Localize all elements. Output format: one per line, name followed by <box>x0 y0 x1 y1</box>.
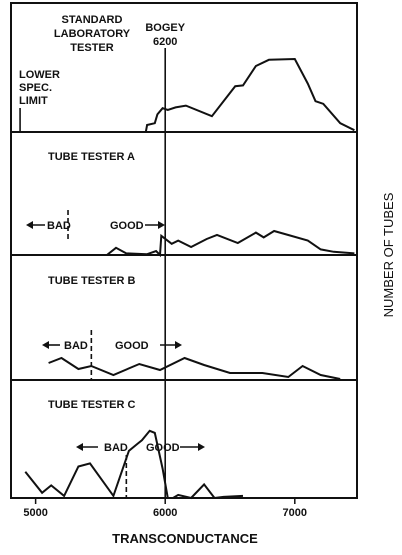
tester-c-bad-arrow <box>76 443 98 451</box>
panel-tester-b-frame <box>10 254 358 381</box>
lower-spec-label-line-1: LOWER <box>19 69 60 81</box>
lower-spec-label-line-3: LIMIT <box>19 95 48 107</box>
y-axis-label: NUMBER OF TUBES <box>381 192 396 317</box>
x-tick-label: 7000 <box>283 507 307 519</box>
tester-a-bad-label: BAD <box>47 220 71 232</box>
x-axis-ticks: 5000 6000 7000 <box>23 498 307 519</box>
tester-a-good-label: GOOD <box>110 220 144 232</box>
tester-c-series <box>24 429 244 500</box>
panel-tester-c-frame <box>10 379 358 499</box>
lower-spec-label-line-2: SPEC. <box>19 82 52 94</box>
x-tick-label: 6000 <box>153 507 177 519</box>
tester-b-good-label: GOOD <box>115 340 149 352</box>
x-axis-label: TRANSCONDUCTANCE <box>112 531 258 546</box>
tester-a-title: TUBE TESTER A <box>48 151 135 163</box>
tester-c-good-label: GOOD <box>146 442 180 454</box>
tester-a-series <box>106 229 355 258</box>
bogey-value: 6200 <box>153 36 177 48</box>
standard-title-line-1: STANDARD <box>62 14 123 26</box>
tester-c-bad-label: BAD <box>104 442 128 454</box>
tester-c-good-arrow <box>180 443 205 451</box>
bogey-label: BOGEY <box>145 22 185 34</box>
tester-a-bad-arrow <box>26 221 45 229</box>
tester-b-bad-arrow <box>42 341 60 349</box>
tester-b-title: TUBE TESTER B <box>48 275 135 287</box>
tester-b-series <box>48 356 341 380</box>
standard-title-line-3: TESTER <box>70 42 113 54</box>
tester-b-bad-label: BAD <box>64 340 88 352</box>
tester-c-title: TUBE TESTER C <box>48 399 135 411</box>
tester-a-good-arrow <box>145 221 165 229</box>
tester-b-good-arrow <box>160 341 182 349</box>
x-tick-label: 5000 <box>23 507 47 519</box>
standard-tester-series <box>144 57 355 133</box>
standard-title-line-2: LABORATORY <box>54 28 131 40</box>
y-axis-label-container: NUMBER OF TUBES <box>374 0 402 550</box>
